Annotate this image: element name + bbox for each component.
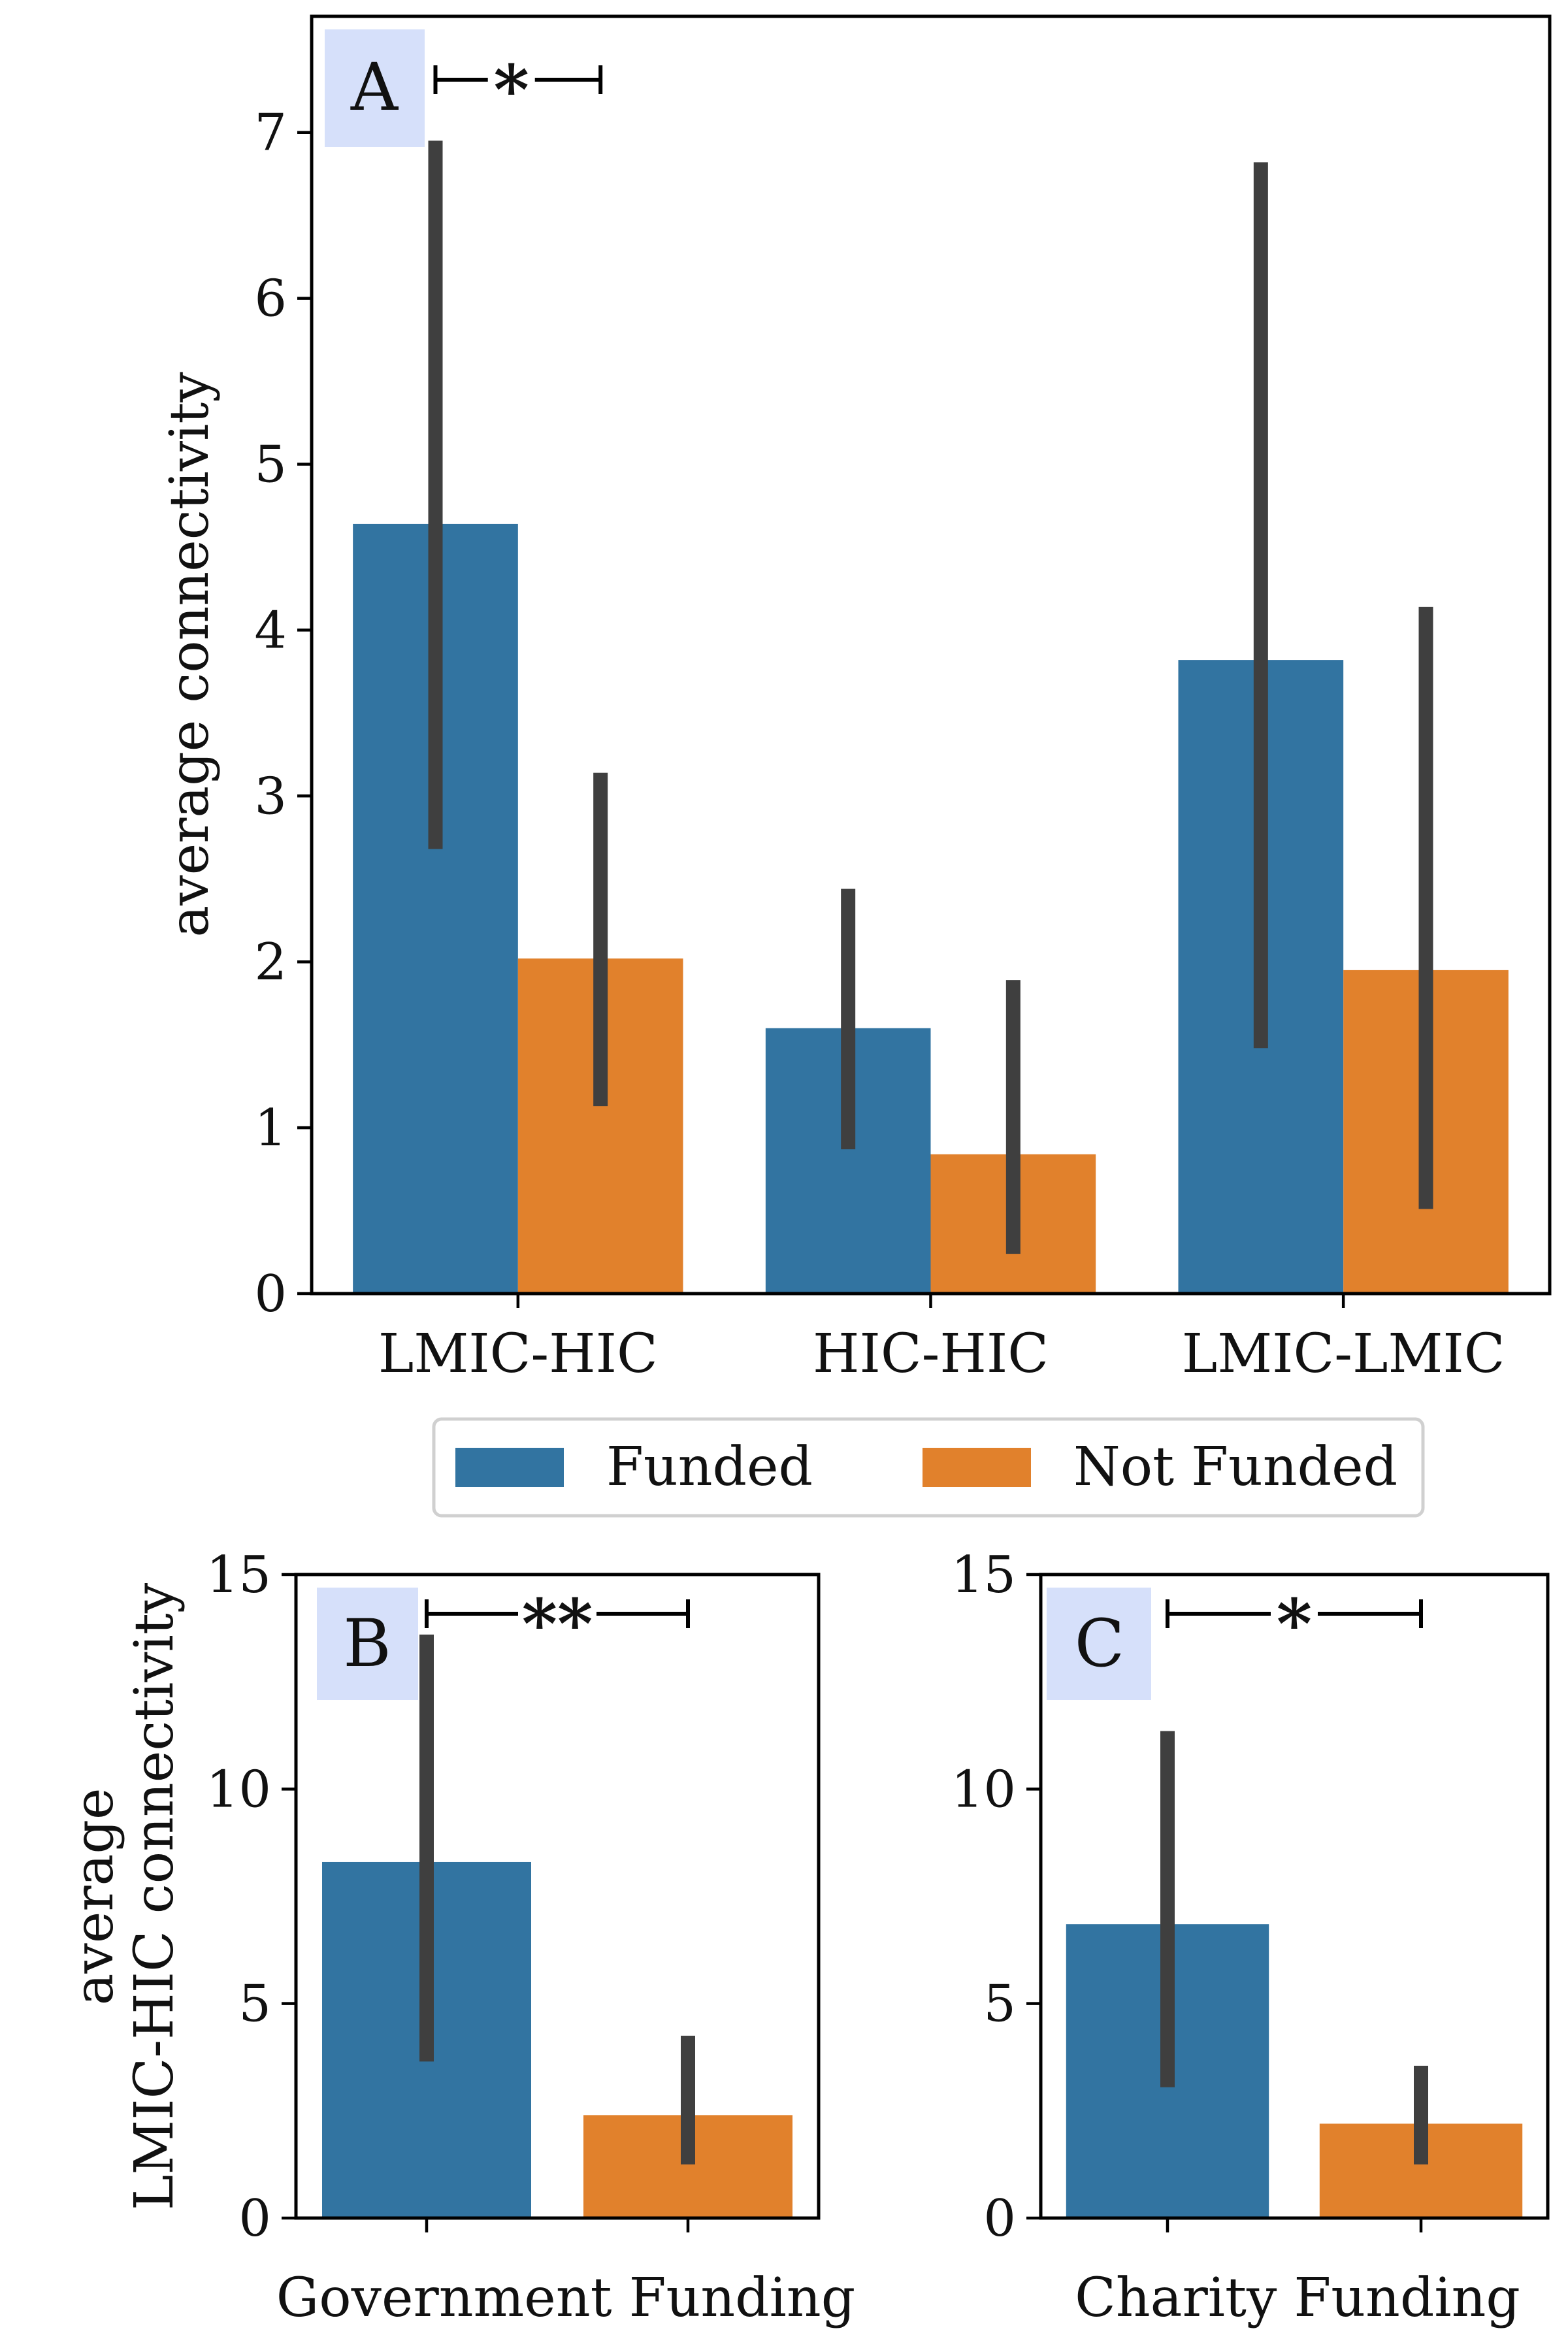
panel-c-y-tick-label: 15 <box>951 1546 1016 1605</box>
panel-c-y-tick-label: 10 <box>951 1760 1016 1819</box>
panel-a-y-tick-label: 0 <box>254 1265 287 1324</box>
panel-c: 0 5 10 15 C * Charity Funding <box>951 1546 1550 2329</box>
panel-c-letter: C <box>1075 1605 1125 1682</box>
panel-b-axes-frame <box>294 1573 821 2220</box>
panel-a-y-tick-label: 7 <box>254 104 287 163</box>
panel-b-y-axis-label-line-1: average <box>63 1788 125 2006</box>
panel-a-y-tick-label: 6 <box>254 270 287 329</box>
panel-a-y-tick-label: 5 <box>254 436 287 495</box>
panel-b-letter: B <box>343 1605 391 1682</box>
panel-c-x-axis-label: Charity Funding <box>1075 2267 1520 2329</box>
panel-a-letter: A <box>350 49 399 125</box>
panel-b-y-tick-label: 5 <box>238 1975 271 2034</box>
panel-a-x-tick-label: LMIC-LMIC <box>1182 1323 1505 1385</box>
legend-swatch-not-funded <box>923 1448 1031 1487</box>
panel-a-y-axis-label: average connectivity <box>159 372 221 938</box>
legend-label-not-funded: Not Funded <box>1073 1436 1397 1498</box>
panel-a-y-tick-label: 2 <box>254 933 287 992</box>
panel-a: 0 1 2 3 4 5 6 7 LMIC-HIC HIC-HIC LMIC-LMIC A * av… <box>159 14 1552 1385</box>
panel-c-label-box <box>1047 1588 1151 1700</box>
panel-c-axes-frame <box>1039 1573 1550 2220</box>
panel-b-y-axis-label-line-2: LMIC-HIC connectivity <box>123 1582 186 2210</box>
panel-c-star-backdrop <box>1271 1594 1318 1633</box>
panel-c-significance-bracket: * <box>1166 1584 1423 1664</box>
panel-b-y-tick-label: 15 <box>206 1546 271 1605</box>
panel-a-y-tick-label: 3 <box>254 767 287 826</box>
panel-b-x-axis-label: Government Funding <box>276 2267 855 2329</box>
panel-a-x-tick-label: LMIC-HIC <box>378 1323 658 1385</box>
panel-b-y-tick-label: 10 <box>206 1760 271 1819</box>
panel-a-significance-bracket: * <box>433 50 603 130</box>
legend: Funded Not Funded <box>432 1417 1425 1518</box>
panel-a-significance-stars: * <box>494 50 529 130</box>
panel-a-label-box <box>325 29 425 147</box>
panel-c-significance-stars: * <box>1277 1584 1312 1664</box>
panel-c-y-tick-label: 5 <box>983 1975 1016 2034</box>
panel-b-significance-bracket: ** <box>425 1584 690 1664</box>
panel-a-y-tick-label: 1 <box>254 1099 287 1158</box>
legend-label-funded: Funded <box>606 1436 813 1498</box>
panel-b-significance-stars: ** <box>522 1584 593 1664</box>
panel-a-y-tick-label: 4 <box>254 601 287 660</box>
panel-b-star-backdrop <box>518 1594 596 1633</box>
panel-b-y-tick-label: 0 <box>238 2189 271 2248</box>
panel-b-label-box <box>317 1588 418 1700</box>
panel-b: 0 5 10 15 B ** Government Funding average L… <box>63 1546 855 2329</box>
legend-swatch-funded <box>455 1448 564 1487</box>
panel-a-x-tick-label: HIC-HIC <box>813 1323 1049 1385</box>
panel-a-star-backdrop <box>487 60 535 99</box>
panel-c-y-tick-label: 0 <box>983 2189 1016 2248</box>
